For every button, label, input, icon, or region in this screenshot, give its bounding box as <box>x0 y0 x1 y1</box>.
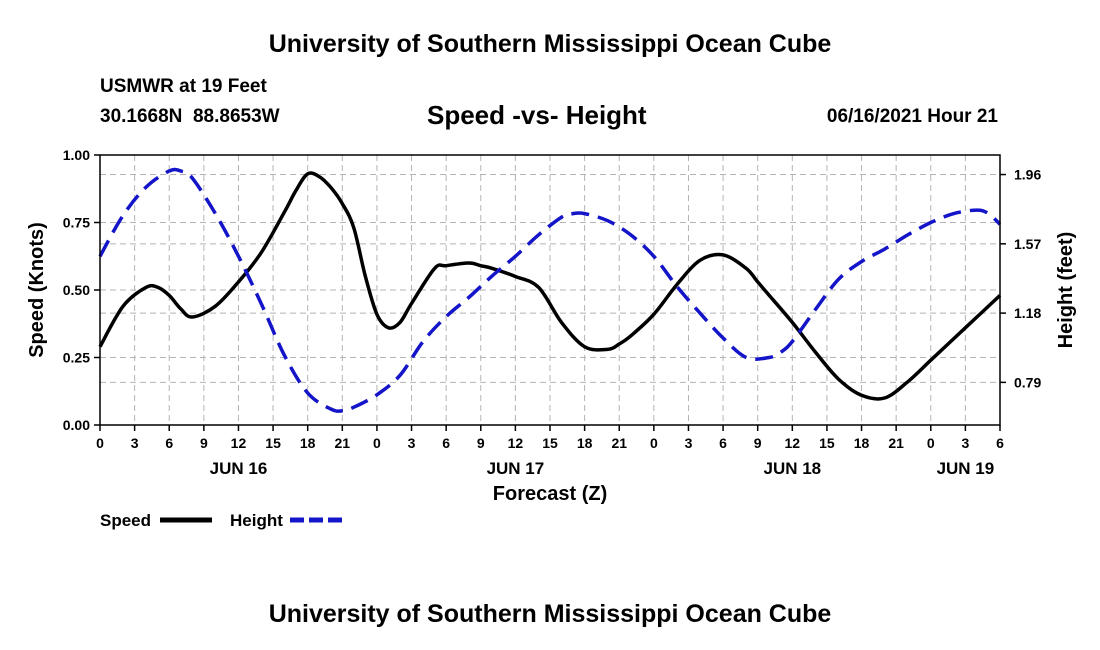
x-tick-label: 0 <box>650 435 658 451</box>
x-tick-label: 6 <box>442 435 450 451</box>
y-tick-label: 0.50 <box>63 282 90 298</box>
x-tick-label: 15 <box>542 435 558 451</box>
date-label: JUN 18 <box>763 459 821 478</box>
grid <box>99 154 1001 426</box>
x-tick-label: 18 <box>300 435 316 451</box>
bottom-title: University of Southern Mississippi Ocean… <box>268 600 832 628</box>
legend: Speed Height <box>100 511 342 530</box>
legend-label-height: Height <box>230 511 283 530</box>
date-label: JUN 19 <box>937 459 995 478</box>
series-line-speed <box>98 171 1002 401</box>
x-tick-label: 6 <box>719 435 727 451</box>
axes: 0 3 6 9 12 15 18 21 0 3 6 9 12 15 18 21 0 3 6 9 12 15 18 21 0 3 6 0… <box>26 147 1077 505</box>
station-label: USMWR at 19 Feet <box>100 76 267 97</box>
x-tick-label: 15 <box>265 435 281 451</box>
y2-axis-label: Height (feet) <box>1055 232 1077 349</box>
x-tick-label: 9 <box>477 435 485 451</box>
y2-tick-label: 1.18 <box>1014 305 1041 321</box>
date-label: JUN 17 <box>487 459 545 478</box>
x-tick-label: 15 <box>819 435 835 451</box>
x-tick-label: 3 <box>961 435 969 451</box>
x-tick-label: 21 <box>888 435 904 451</box>
x-tick-label: 18 <box>854 435 870 451</box>
y-tick-label: 1.00 <box>63 147 90 163</box>
x-tick-label: 18 <box>577 435 593 451</box>
y2-tick-label: 0.79 <box>1014 374 1041 390</box>
x-tick-label: 21 <box>611 435 627 451</box>
x-tick-label: 9 <box>200 435 208 451</box>
x-tick-label: 21 <box>335 435 351 451</box>
x-tick-label: 12 <box>785 435 801 451</box>
forecast-timestamp: 06/16/2021 Hour 21 <box>826 106 998 127</box>
legend-label-speed: Speed <box>100 511 151 530</box>
x-tick-label: 3 <box>685 435 693 451</box>
series-line-height <box>98 167 1002 413</box>
x-tick-label: 12 <box>508 435 524 451</box>
date-label: JUN 16 <box>210 459 268 478</box>
x-tick-label: 6 <box>996 435 1004 451</box>
x-axis-label: Forecast (Z) <box>493 483 607 505</box>
x-tick-label: 3 <box>131 435 139 451</box>
x-tick-label: 3 <box>408 435 416 451</box>
x-tick-label: 6 <box>165 435 173 451</box>
x-tick-label: 0 <box>373 435 381 451</box>
x-tick-label: 9 <box>754 435 762 451</box>
y-axis-label: Speed (Knots) <box>26 222 48 358</box>
y-tick-label: 0.25 <box>63 350 90 366</box>
x-tick-label: 0 <box>927 435 935 451</box>
series-group <box>98 167 1002 413</box>
top-title: University of Southern Mississippi Ocean… <box>268 30 832 58</box>
y-tick-label: 0.00 <box>63 417 90 433</box>
y2-tick-label: 1.96 <box>1014 167 1041 183</box>
y2-tick-label: 1.57 <box>1014 236 1041 252</box>
x-tick-label: 12 <box>231 435 247 451</box>
x-tick-label: 0 <box>96 435 104 451</box>
station-coords: 30.1668N 88.8653W <box>100 106 280 127</box>
chart-title: Speed -vs- Height <box>427 100 647 130</box>
y-tick-label: 0.75 <box>63 215 90 231</box>
